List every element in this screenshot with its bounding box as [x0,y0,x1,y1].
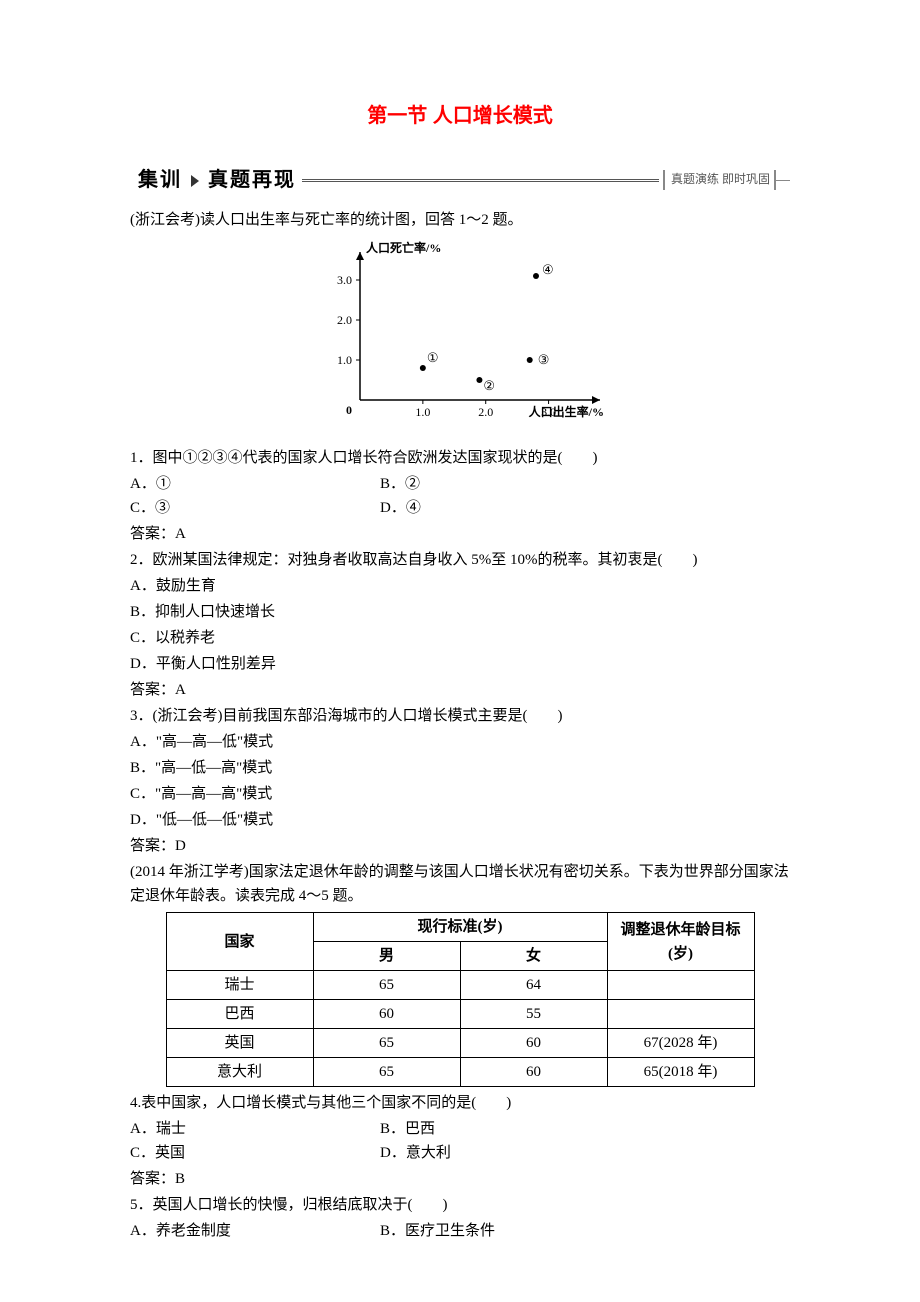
q2-answer: 答案：A [130,678,790,702]
cell-target: 65(2018 年) [607,1058,754,1087]
svg-text:0: 0 [346,403,352,417]
page-title: 第一节 人口增长模式 [130,100,790,132]
q1-optD: D．④ [380,496,421,520]
q4-optC: C．英国 [130,1141,380,1165]
svg-text:3.0: 3.0 [337,273,352,287]
section-header: 集训 真题再现 真题演练 即时巩固 [130,162,790,198]
q5-row1: A．养老金制度 B．医疗卫生条件 [130,1219,790,1243]
cell-target [607,971,754,1000]
q2-optD: D．平衡人口性别差异 [130,652,790,676]
q45-intro: (2014 年浙江学考)国家法定退休年龄的调整与该国人口增长状况有密切关系。下表… [130,860,790,908]
svg-text:人口出生率/%: 人口出生率/% [529,404,604,419]
chart-svg: 1.02.03.01.02.03.00人口死亡率/%人口出生率/%①②③④ [310,240,610,430]
q5-stem: 5．英国人口增长的快慢，归根结底取决于( ) [130,1193,790,1217]
scatter-chart: 1.02.03.01.02.03.00人口死亡率/%人口出生率/%①②③④ [130,240,790,438]
cell-country: 英国 [166,1029,313,1058]
q3-optB: B．"高—低—高"模式 [130,756,790,780]
header-underline [302,178,659,182]
cell-target [607,1000,754,1029]
cell-target: 67(2028 年) [607,1029,754,1058]
table-row: 瑞士 65 64 [166,971,754,1000]
cell-female: 64 [460,971,607,1000]
q2-stem: 2．欧洲某国法律规定：对独身者收取高达自身收入 5%至 10%的税率。其初衷是(… [130,548,790,572]
table-header-row1: 国家 现行标准(岁) 调整退休年龄目标(岁) [166,913,754,942]
q2-optA: A．鼓励生育 [130,574,790,598]
q4-row2: C．英国 D．意大利 [130,1141,790,1165]
q5-optA: A．养老金制度 [130,1219,380,1243]
cell-female: 60 [460,1029,607,1058]
q1-optC: C．③ [130,496,380,520]
caption-tail [776,179,790,181]
section-caption: 真题演练 即时巩固 [663,170,776,189]
cell-female: 60 [460,1058,607,1087]
q3-optA: A．"高—高—低"模式 [130,730,790,754]
q5-optB: B．医疗卫生条件 [380,1219,495,1243]
svg-text:1.0: 1.0 [415,405,430,419]
th-target: 调整退休年龄目标(岁) [607,913,754,971]
intro-text: (浙江会考)读人口出生率与死亡率的统计图，回答 1～2 题。 [130,208,790,232]
cell-country: 瑞士 [166,971,313,1000]
q4-row1: A．瑞士 B．巴西 [130,1117,790,1141]
section-header-prefix: 集训 真题再现 [130,162,304,198]
cell-male: 65 [313,1029,460,1058]
cell-male: 60 [313,1000,460,1029]
triangle-icon [191,175,199,187]
content: (浙江会考)读人口出生率与死亡率的统计图，回答 1～2 题。 1.0 2.0 3.0… [130,208,790,1243]
q1-optA: A．① [130,472,380,496]
retirement-table: 国家 现行标准(岁) 调整退休年龄目标(岁) 男 女 瑞士 65 64 巴西 6… [166,912,755,1087]
svg-text:②: ② [483,378,495,393]
page: 第一节 人口增长模式 集训 真题再现 真题演练 即时巩固 (浙江会考)读人口出生… [0,0,920,1302]
svg-text:①: ① [427,350,439,365]
q1-answer: 答案：A [130,522,790,546]
cell-male: 65 [313,1058,460,1087]
svg-text:1.0: 1.0 [337,353,352,367]
q1-optB: B．② [380,472,420,496]
cell-female: 55 [460,1000,607,1029]
q4-optB: B．巴西 [380,1117,435,1141]
q1-row1: A．① B．② [130,472,790,496]
q4-optA: A．瑞士 [130,1117,380,1141]
svg-text:2.0: 2.0 [337,313,352,327]
cell-male: 65 [313,971,460,1000]
q4-stem: 4.表中国家，人口增长模式与其他三个国家不同的是( ) [130,1091,790,1115]
q3-stem: 3．(浙江会考)目前我国东部沿海城市的人口增长模式主要是( ) [130,704,790,728]
q4-optD: D．意大利 [380,1141,451,1165]
svg-text:人口死亡率/%: 人口死亡率/% [366,240,441,255]
th-male: 男 [313,942,460,971]
cell-country: 意大利 [166,1058,313,1087]
q1-stem: 1．图中①②③④代表的国家人口增长符合欧洲发达国家现状的是( ) [130,446,790,470]
q1-row2: C．③ D．④ [130,496,790,520]
q2-optC: C．以税养老 [130,626,790,650]
q2-optB: B．抑制人口快速增长 [130,600,790,624]
svg-text:2.0: 2.0 [478,405,493,419]
table-row: 英国 65 60 67(2028 年) [166,1029,754,1058]
q3-optD: D．"低—低—低"模式 [130,808,790,832]
cell-country: 巴西 [166,1000,313,1029]
header-prefix-text: 集训 [138,169,182,191]
svg-text:③: ③ [538,352,550,367]
table-row: 意大利 65 60 65(2018 年) [166,1058,754,1087]
q3-answer: 答案：D [130,834,790,858]
th-country: 国家 [166,913,313,971]
q3-optC: C．"高—高—高"模式 [130,782,790,806]
q4-answer: 答案：B [130,1167,790,1191]
header-label-text: 真题再现 [208,169,296,191]
th-current: 现行标准(岁) [313,913,607,942]
table-row: 巴西 60 55 [166,1000,754,1029]
th-female: 女 [460,942,607,971]
svg-text:④: ④ [542,262,554,277]
